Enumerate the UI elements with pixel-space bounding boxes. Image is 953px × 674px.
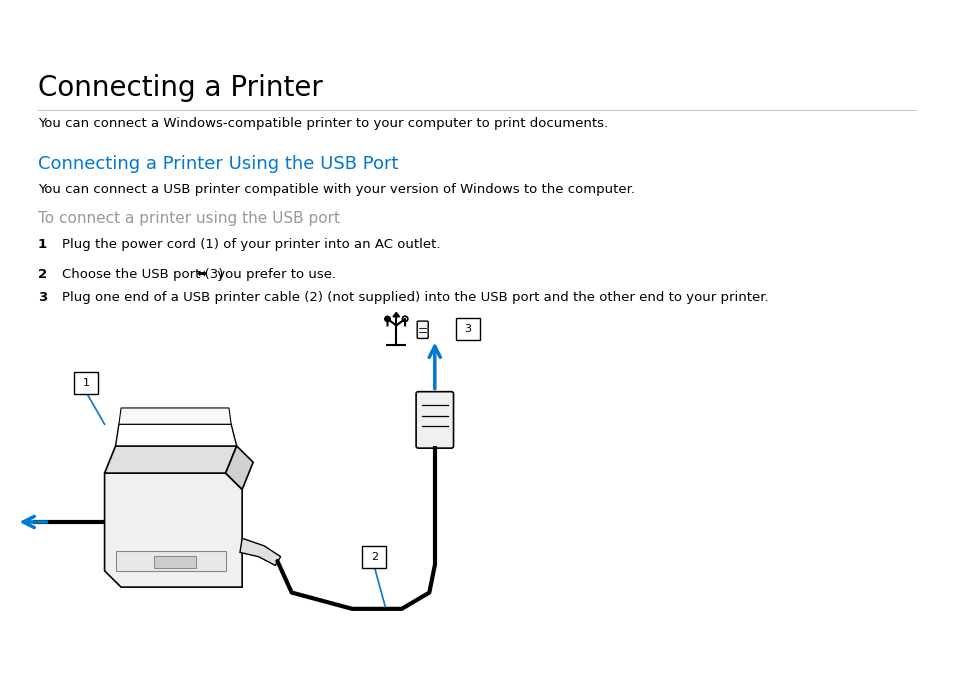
FancyBboxPatch shape bbox=[362, 546, 386, 568]
Polygon shape bbox=[393, 313, 399, 317]
Polygon shape bbox=[226, 446, 253, 489]
Text: Using Peripheral Devices: Using Peripheral Devices bbox=[783, 33, 930, 46]
Text: you prefer to use.: you prefer to use. bbox=[213, 268, 335, 281]
Text: 89: 89 bbox=[853, 9, 870, 22]
Text: Plug the power cord (1) of your printer into an AC outlet.: Plug the power cord (1) of your printer … bbox=[62, 238, 440, 251]
Text: To connect a printer using the USB port: To connect a printer using the USB port bbox=[38, 211, 339, 226]
Polygon shape bbox=[105, 473, 242, 587]
Text: Connecting a Printer: Connecting a Printer bbox=[38, 74, 322, 102]
Text: ►: ► bbox=[874, 10, 882, 20]
Text: 1: 1 bbox=[38, 238, 47, 251]
Text: 1: 1 bbox=[82, 378, 90, 388]
Text: You can connect a USB printer compatible with your version of Windows to the com: You can connect a USB printer compatible… bbox=[38, 183, 635, 195]
Text: You can connect a Windows-compatible printer to your computer to print documents: You can connect a Windows-compatible pri… bbox=[38, 117, 607, 131]
Polygon shape bbox=[240, 539, 280, 565]
Text: 3: 3 bbox=[464, 324, 471, 334]
Text: 3: 3 bbox=[38, 291, 48, 304]
FancyBboxPatch shape bbox=[73, 372, 98, 394]
Text: Plug one end of a USB printer cable (2) (not supplied) into the USB port and the: Plug one end of a USB printer cable (2) … bbox=[62, 291, 768, 304]
Text: 2: 2 bbox=[371, 552, 377, 561]
Text: ◄: ◄ bbox=[840, 10, 846, 20]
FancyBboxPatch shape bbox=[456, 318, 479, 340]
Polygon shape bbox=[115, 424, 236, 446]
Polygon shape bbox=[119, 408, 231, 424]
Text: 2: 2 bbox=[38, 268, 47, 281]
Polygon shape bbox=[105, 446, 236, 473]
Text: Choose the USB port (3): Choose the USB port (3) bbox=[62, 268, 228, 281]
Bar bbox=[154, 555, 195, 568]
Text: ⬌: ⬌ bbox=[196, 268, 208, 281]
Text: Connecting a Printer Using the USB Port: Connecting a Printer Using the USB Port bbox=[38, 154, 398, 173]
Bar bbox=[115, 551, 226, 571]
FancyBboxPatch shape bbox=[416, 392, 453, 448]
Text: VAIO: VAIO bbox=[18, 14, 90, 40]
FancyBboxPatch shape bbox=[416, 321, 428, 338]
Circle shape bbox=[384, 316, 390, 321]
